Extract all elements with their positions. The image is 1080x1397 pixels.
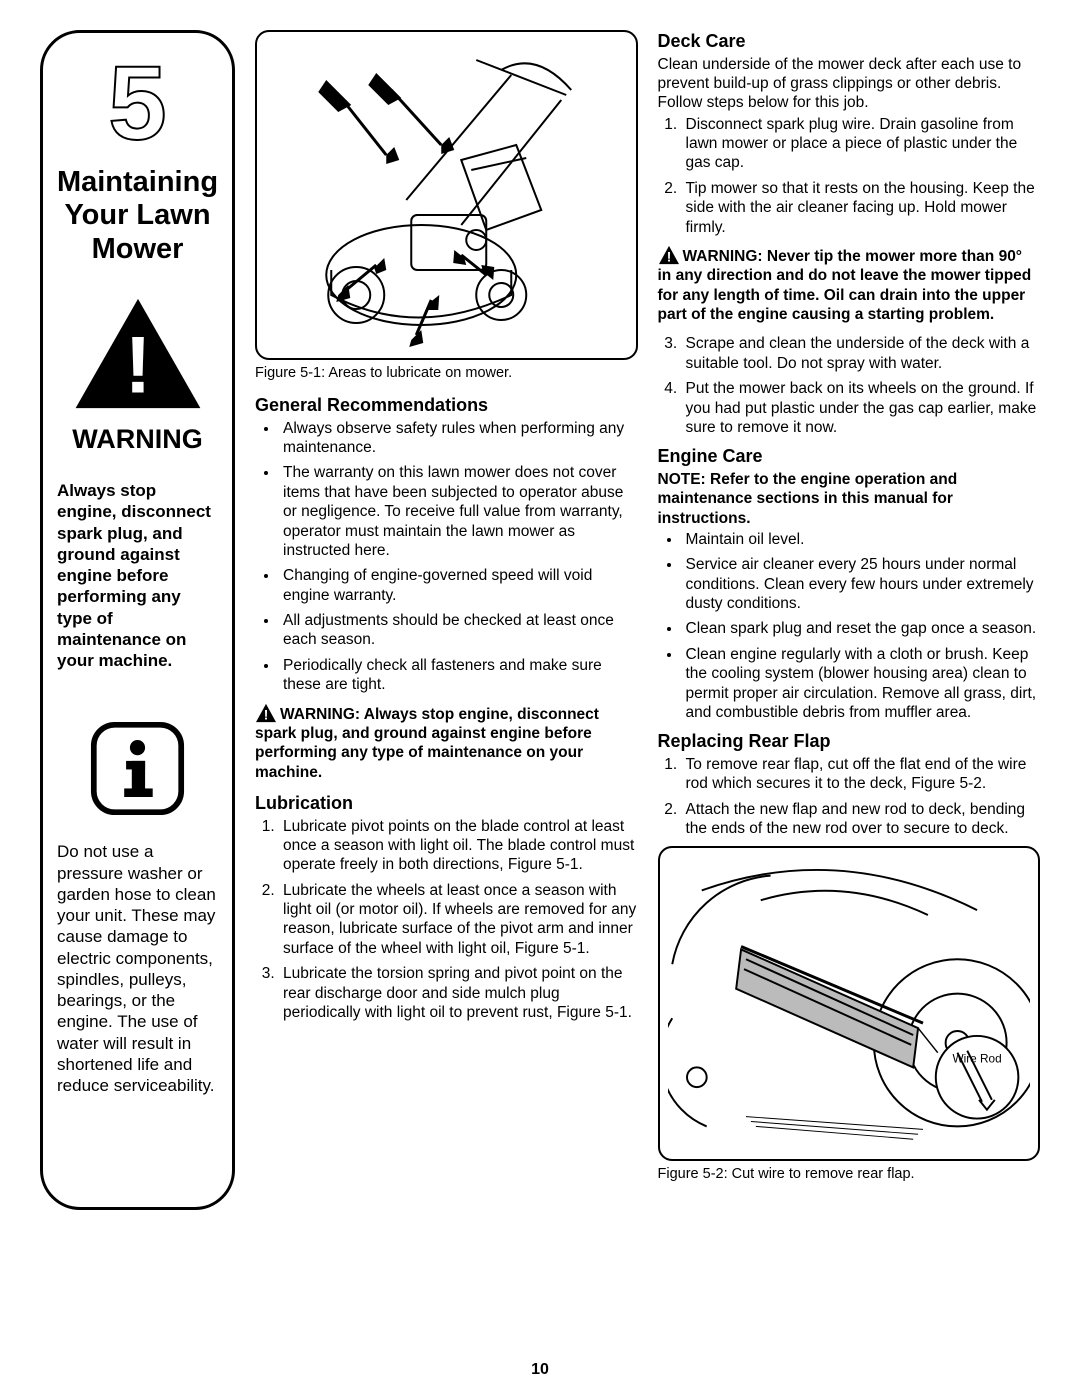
list-item: Lubricate the wheels at least once a sea… xyxy=(279,881,638,959)
inline-warning-text: WARNING: Never tip the mower more than 9… xyxy=(658,248,1032,323)
warning-label: WARNING xyxy=(55,424,220,455)
inline-warning-text: WARNING: Always stop engine, disconnect … xyxy=(255,706,599,781)
sidebar-panel: 5 Maintaining Your Lawn Mower ! WARNING … xyxy=(40,30,235,1210)
column-left: Figure 5-1: Areas to lubricate on mower.… xyxy=(255,30,638,1210)
lubrication-list: Lubricate pivot points on the blade cont… xyxy=(255,817,638,1023)
figure-5-1 xyxy=(255,30,638,360)
inline-warning-deck: !WARNING: Never tip the mower more than … xyxy=(658,245,1041,325)
list-item: The warranty on this lawn mower does not… xyxy=(279,463,638,560)
list-item: Service air cleaner every 25 hours under… xyxy=(682,555,1041,613)
chapter-title: Maintaining Your Lawn Mower xyxy=(55,166,220,266)
sidebar-info-text: Do not use a pressure washer or garden h… xyxy=(55,841,220,1096)
svg-text:!: ! xyxy=(124,321,151,411)
list-item: Changing of engine-governed speed will v… xyxy=(279,566,638,605)
warning-triangle-small-icon: ! xyxy=(255,703,277,723)
list-item: Periodically check all fasteners and mak… xyxy=(279,656,638,695)
heading-deck-care: Deck Care xyxy=(658,30,1041,53)
wire-rod-label: Wire Rod xyxy=(952,1052,1001,1066)
deck-care-intro: Clean underside of the mower deck after … xyxy=(658,55,1041,113)
main-columns: Figure 5-1: Areas to lubricate on mower.… xyxy=(255,30,1040,1210)
list-item: Clean spark plug and reset the gap once … xyxy=(682,619,1041,638)
heading-engine-care: Engine Care xyxy=(658,445,1041,468)
mower-lubrication-diagram xyxy=(265,40,628,350)
engine-care-note: NOTE: Refer to the engine operation and … xyxy=(658,470,1041,528)
list-item: Lubricate pivot points on the blade cont… xyxy=(279,817,638,875)
list-item: Disconnect spark plug wire. Drain gasoli… xyxy=(682,115,1041,173)
chapter-number: 5 xyxy=(55,51,220,156)
svg-text:!: ! xyxy=(264,707,269,722)
figure-5-1-caption: Figure 5-1: Areas to lubricate on mower. xyxy=(255,364,638,382)
list-item: All adjustments should be checked at lea… xyxy=(279,611,638,650)
list-item: Put the mower back on its wheels on the … xyxy=(682,379,1041,437)
deck-care-list-1: Disconnect spark plug wire. Drain gasoli… xyxy=(658,115,1041,237)
column-right: Deck Care Clean underside of the mower d… xyxy=(658,30,1041,1210)
rear-flap-list: To remove rear flap, cut off the flat en… xyxy=(658,755,1041,839)
manual-page: 5 Maintaining Your Lawn Mower ! WARNING … xyxy=(0,0,1080,1397)
list-item: To remove rear flap, cut off the flat en… xyxy=(682,755,1041,794)
heading-general-recommendations: General Recommendations xyxy=(255,394,638,417)
page-number: 10 xyxy=(0,1361,1080,1379)
info-icon xyxy=(90,721,185,816)
rear-flap-diagram: Wire Rod xyxy=(668,856,1031,1151)
figure-5-2-caption: Figure 5-2: Cut wire to remove rear flap… xyxy=(658,1165,1041,1183)
heading-rear-flap: Replacing Rear Flap xyxy=(658,730,1041,753)
list-item: Always observe safety rules when perform… xyxy=(279,419,638,458)
heading-lubrication: Lubrication xyxy=(255,792,638,815)
page-content: 5 Maintaining Your Lawn Mower ! WARNING … xyxy=(40,30,1040,1210)
list-item: Scrape and clean the underside of the de… xyxy=(682,334,1041,373)
figure-5-2: Wire Rod xyxy=(658,846,1041,1161)
list-item: Lubricate the torsion spring and pivot p… xyxy=(279,964,638,1022)
list-item: Tip mower so that it rests on the housin… xyxy=(682,179,1041,237)
sidebar-warning-text: Always stop engine, disconnect spark plu… xyxy=(55,480,220,671)
engine-care-list: Maintain oil level. Service air cleaner … xyxy=(658,530,1041,722)
svg-text:!: ! xyxy=(666,249,671,264)
list-item: Maintain oil level. xyxy=(682,530,1041,549)
list-item: Clean engine regularly with a cloth or b… xyxy=(682,645,1041,723)
list-item: Attach the new flap and new rod to deck,… xyxy=(682,800,1041,839)
inline-warning-general: !WARNING: Always stop engine, disconnect… xyxy=(255,703,638,783)
general-rec-list: Always observe safety rules when perform… xyxy=(255,419,638,695)
deck-care-list-2: Scrape and clean the underside of the de… xyxy=(658,334,1041,437)
warning-triangle-icon: ! xyxy=(73,296,203,411)
warning-triangle-small-icon: ! xyxy=(658,245,680,265)
